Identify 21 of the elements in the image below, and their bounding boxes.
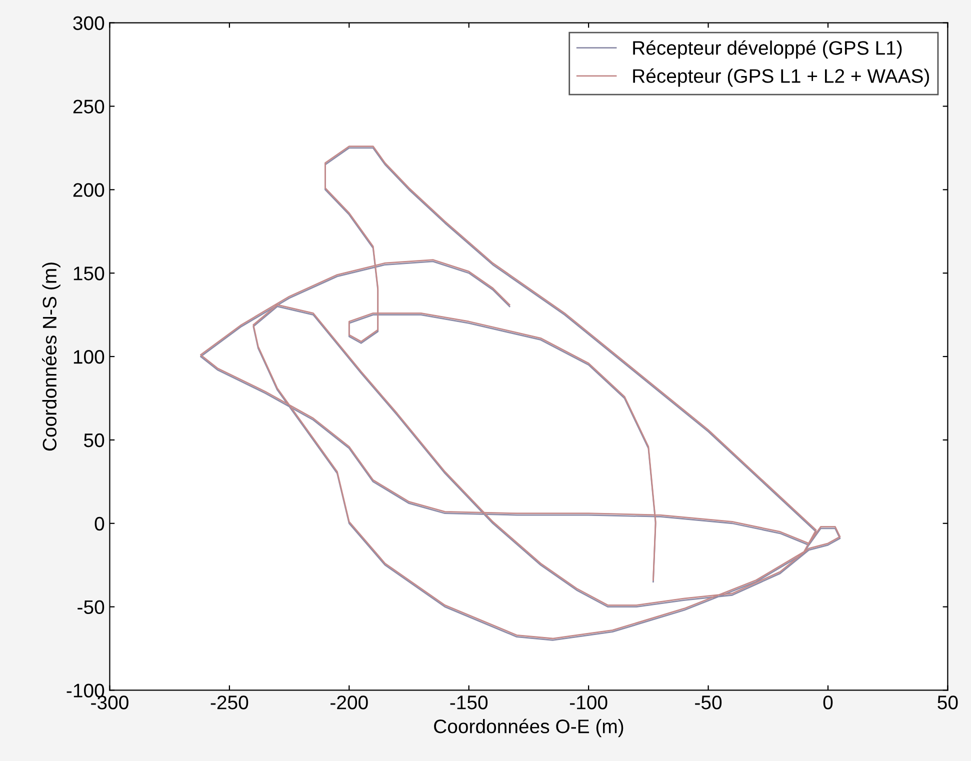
x-tick-label: -150 <box>450 696 488 710</box>
y-tick-label: 150 <box>74 266 104 280</box>
y-tick-label: -100 <box>66 684 104 698</box>
y-tick-label: 250 <box>73 100 104 114</box>
y-tick-label: 300 <box>73 16 104 30</box>
y-axis-title: Coordonnées N-S (m) <box>42 262 60 451</box>
legend-label: Récepteur développé (GPS L1) <box>633 40 902 59</box>
x-axis-title: Coordonnées O-E (m) <box>434 718 624 738</box>
y-tick-label: 200 <box>73 183 104 197</box>
x-tick-label: 50 <box>938 696 958 710</box>
x-tick-label: -250 <box>210 696 248 710</box>
legend-label: Récepteur (GPS L1 + L2 + WAAS) <box>633 68 929 87</box>
y-tick-label: 100 <box>74 350 104 364</box>
y-tick-label: -50 <box>78 600 104 614</box>
y-tick-label: 50 <box>84 433 104 448</box>
y-tick-label: 0 <box>94 516 104 531</box>
x-tick-label: -300 <box>91 696 128 710</box>
x-tick-label: 0 <box>823 696 833 710</box>
x-tick-label: -100 <box>570 696 608 710</box>
x-tick-label: -50 <box>695 696 722 710</box>
x-tick-label: -200 <box>330 696 368 710</box>
